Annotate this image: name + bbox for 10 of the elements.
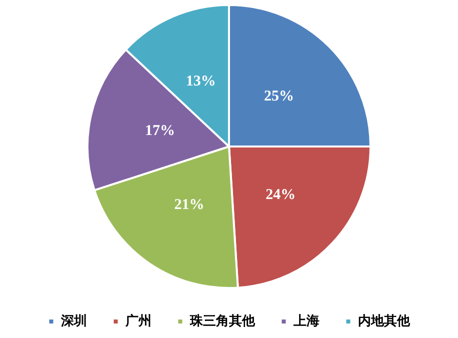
legend-label: 深圳 bbox=[60, 314, 87, 329]
data-label: 13% bbox=[186, 73, 216, 90]
data-label: 25% bbox=[264, 88, 294, 104]
legend-label: 上海 bbox=[292, 314, 320, 329]
data-label: 21% bbox=[174, 196, 204, 213]
data-label: 24% bbox=[266, 186, 296, 203]
legend-label: 内地其他 bbox=[358, 314, 411, 329]
legend-label: 珠三角其他 bbox=[188, 314, 256, 329]
data-label: 17% bbox=[144, 122, 175, 139]
legend-label: 广州 bbox=[124, 312, 152, 329]
